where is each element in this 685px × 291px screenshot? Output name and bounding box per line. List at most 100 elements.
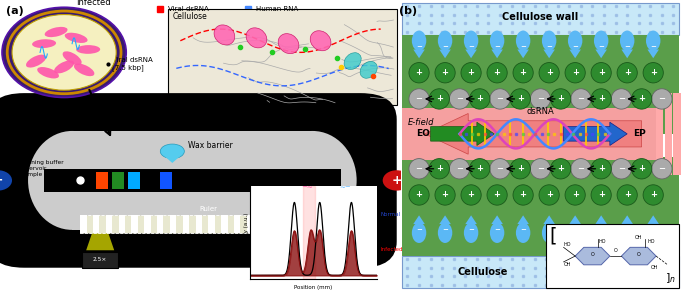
- Text: Infected: Infected: [76, 0, 111, 7]
- Text: −: −: [572, 44, 578, 49]
- Text: +: +: [598, 164, 605, 173]
- Circle shape: [551, 159, 571, 179]
- Text: +: +: [494, 191, 501, 199]
- Circle shape: [591, 185, 611, 205]
- Bar: [119, 215, 125, 233]
- Text: −: −: [598, 227, 604, 233]
- Text: −: −: [416, 164, 423, 173]
- Circle shape: [449, 89, 470, 109]
- Text: Running buffer
reservoir
Sample inlet: Running buffer reservoir Sample inlet: [20, 160, 64, 177]
- Text: −: −: [494, 227, 500, 233]
- Circle shape: [435, 185, 456, 205]
- Circle shape: [632, 159, 651, 179]
- Bar: [132, 215, 138, 233]
- Circle shape: [409, 63, 429, 83]
- Text: −: −: [442, 44, 448, 49]
- Text: −: −: [577, 164, 584, 173]
- Text: −: −: [468, 227, 474, 233]
- Circle shape: [539, 185, 559, 205]
- Bar: [546, 224, 680, 288]
- Text: +: +: [598, 95, 605, 103]
- Circle shape: [449, 159, 470, 179]
- Bar: [170, 215, 176, 233]
- Polygon shape: [439, 49, 451, 58]
- Text: +: +: [442, 68, 449, 77]
- Bar: [44, 169, 340, 192]
- Text: +: +: [416, 191, 423, 199]
- Text: Fluorescence: Fluorescence: [232, 250, 279, 256]
- Ellipse shape: [26, 55, 46, 68]
- Ellipse shape: [28, 131, 116, 230]
- Polygon shape: [595, 215, 607, 224]
- Text: −: −: [497, 164, 503, 173]
- Bar: [183, 215, 189, 233]
- Circle shape: [510, 89, 530, 109]
- Circle shape: [487, 63, 507, 83]
- Text: −: −: [416, 227, 422, 233]
- Ellipse shape: [32, 39, 56, 48]
- Text: −: −: [577, 95, 584, 103]
- Polygon shape: [595, 49, 607, 58]
- Text: HO: HO: [598, 239, 606, 244]
- Circle shape: [490, 89, 510, 109]
- Circle shape: [617, 63, 637, 83]
- Polygon shape: [647, 49, 659, 58]
- Text: −: −: [572, 227, 578, 233]
- Text: +: +: [416, 68, 423, 77]
- Bar: [105, 215, 112, 233]
- Text: ~∼: ~∼: [301, 184, 313, 190]
- Circle shape: [571, 159, 591, 179]
- Polygon shape: [647, 215, 659, 224]
- Ellipse shape: [646, 31, 660, 51]
- Circle shape: [643, 185, 663, 205]
- Text: −: −: [624, 44, 630, 49]
- Text: −: −: [494, 44, 500, 49]
- Text: (b): (b): [399, 6, 417, 16]
- Polygon shape: [569, 215, 581, 224]
- Text: Cellulose: Cellulose: [16, 115, 54, 124]
- Ellipse shape: [620, 223, 634, 243]
- Text: +: +: [436, 164, 443, 173]
- Circle shape: [490, 159, 510, 179]
- Ellipse shape: [412, 223, 426, 243]
- Text: +: +: [516, 95, 524, 103]
- Bar: [221, 215, 227, 233]
- Text: +: +: [476, 164, 483, 173]
- Circle shape: [470, 159, 490, 179]
- Ellipse shape: [516, 31, 530, 51]
- Bar: [112, 172, 124, 189]
- Text: +: +: [572, 191, 579, 199]
- Text: HO: HO: [647, 239, 655, 244]
- Text: +: +: [572, 68, 579, 77]
- Text: HO: HO: [564, 242, 571, 247]
- Text: Cellulose: Cellulose: [458, 267, 508, 277]
- Bar: [336, 215, 343, 233]
- Bar: [82, 252, 119, 268]
- Text: EP: EP: [633, 129, 646, 138]
- Text: EO: EO: [416, 129, 430, 138]
- Polygon shape: [543, 215, 555, 224]
- Circle shape: [513, 185, 533, 205]
- Circle shape: [2, 7, 126, 97]
- Text: −: −: [658, 95, 665, 103]
- Circle shape: [539, 63, 559, 83]
- Polygon shape: [491, 49, 503, 58]
- Text: −: −: [546, 44, 552, 49]
- Text: Ruler: Ruler: [199, 206, 217, 212]
- Bar: [72, 131, 312, 230]
- Bar: [247, 215, 253, 233]
- Text: −: −: [658, 164, 665, 173]
- Circle shape: [435, 63, 456, 83]
- Text: Viral dsRNA: Viral dsRNA: [169, 6, 209, 12]
- Ellipse shape: [438, 31, 452, 51]
- FancyBboxPatch shape: [4, 108, 393, 253]
- FancyArrow shape: [431, 122, 494, 146]
- FancyArrow shape: [564, 122, 627, 146]
- Circle shape: [643, 63, 663, 83]
- Circle shape: [591, 159, 611, 179]
- Bar: [298, 215, 305, 233]
- Circle shape: [409, 185, 429, 205]
- Text: −: −: [468, 44, 474, 49]
- Text: +: +: [468, 68, 475, 77]
- Text: −: −: [456, 95, 463, 103]
